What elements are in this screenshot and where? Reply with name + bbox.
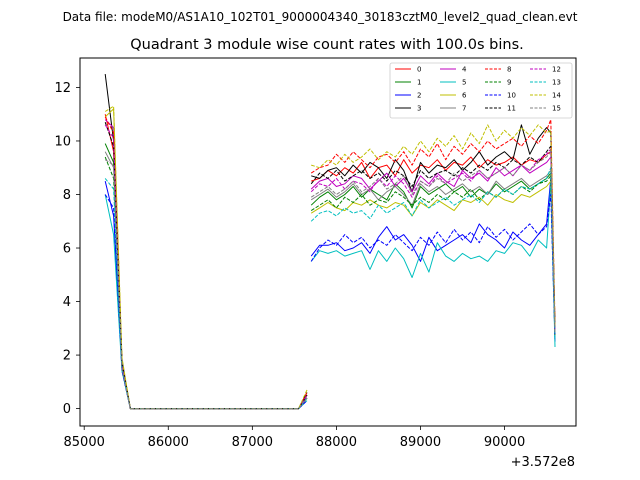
y-tick-label: 6 [63,242,71,257]
series-line-14-segment-0 [104,105,308,410]
legend-label-2: 2 [417,92,421,100]
legend-label-6: 6 [462,92,467,100]
legend-label-3: 3 [417,105,421,113]
series-line-15-segment-0 [104,159,308,410]
y-tick-label: 0 [63,402,71,417]
chart-title: Quadrant 3 module wise count rates with … [130,37,524,53]
legend-label-9: 9 [507,79,511,87]
x-tick-label: 90000 [484,435,525,450]
legend-label-10: 10 [507,92,516,100]
y-tick-label: 12 [54,81,71,96]
legend-label-0: 0 [417,66,421,74]
legend-label-15: 15 [552,105,561,113]
x-tick-label: 86000 [148,435,189,450]
plot-lines [104,74,556,410]
x-tick-label: 89000 [400,435,441,450]
legend-label-11: 11 [507,105,516,113]
series-line-11-segment-0 [104,122,308,410]
legend-label-12: 12 [552,66,561,74]
legend-label-1: 1 [417,79,421,87]
legend-label-7: 7 [462,105,466,113]
y-axis: 0 2 4 6 8 10 12 [54,81,80,417]
x-axis: 85000 86000 87000 88000 89000 90000 [64,426,525,450]
series-line-10-segment-1 [310,194,556,340]
x-tick-label: 85000 [64,435,105,450]
series-line-12-segment-1 [310,148,556,332]
series-line-3-segment-1 [311,124,556,332]
legend-label-13: 13 [552,79,561,87]
legend-label-14: 14 [552,92,561,100]
series-line-14-segment-1 [311,124,556,326]
legend-frame [389,62,573,119]
legend-label-5: 5 [462,79,466,87]
series-line-15-segment-1 [310,151,556,334]
series-line-9-segment-1 [310,175,556,337]
series-line-1-segment-1 [310,172,556,334]
legend-label-8: 8 [507,66,511,74]
x-offset-label: +3.572e8 [511,455,575,470]
y-tick-label: 8 [63,188,71,203]
axes-frame [79,57,577,427]
y-tick-label: 10 [54,134,71,149]
x-tick-label: 88000 [316,435,357,450]
series-line-5-segment-1 [310,183,556,348]
legend-label-4: 4 [462,66,467,74]
figure-suptitle: Data file: modeM0/AS1A10_102T01_90000043… [63,10,578,24]
y-tick-label: 2 [63,349,71,364]
y-tick-label: 4 [63,295,71,310]
series-line-13-segment-1 [310,167,556,340]
series-line-2-segment-1 [310,177,556,342]
series-line-7-segment-1 [310,169,556,334]
x-tick-label: 87000 [232,435,273,450]
